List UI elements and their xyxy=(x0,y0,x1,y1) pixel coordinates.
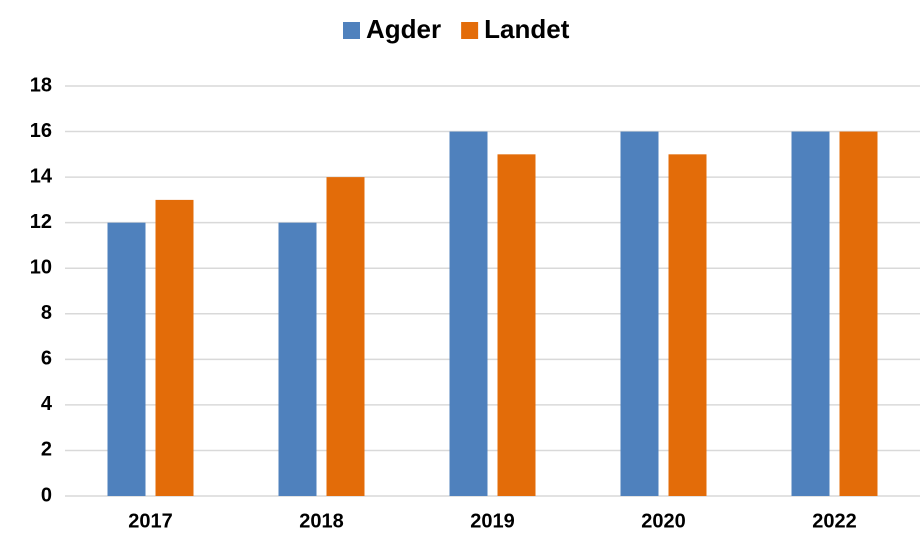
bar xyxy=(449,131,488,497)
bar xyxy=(497,154,536,497)
y-tick-label: 12 xyxy=(30,211,52,233)
y-tick-label: 6 xyxy=(41,348,52,370)
x-tick-label: 2020 xyxy=(641,510,686,532)
bar xyxy=(791,131,830,497)
bar xyxy=(326,177,365,496)
bar xyxy=(107,222,146,496)
y-tick-label: 0 xyxy=(41,484,52,506)
y-tick-label: 10 xyxy=(30,257,52,279)
y-tick-label: 18 xyxy=(30,74,52,96)
bar xyxy=(620,131,659,497)
legend-swatch xyxy=(461,22,479,39)
legend-label: Agder xyxy=(366,14,441,44)
x-tick-label: 2019 xyxy=(470,510,515,532)
x-tick-label: 2022 xyxy=(812,510,857,532)
bar xyxy=(155,199,194,496)
legend-swatch xyxy=(343,22,360,39)
y-tick-label: 16 xyxy=(30,120,52,142)
x-tick-label: 2017 xyxy=(128,510,173,532)
y-tick-label: 4 xyxy=(41,393,53,415)
bar xyxy=(839,131,878,497)
y-tick-label: 14 xyxy=(30,165,53,187)
x-tick-label: 2018 xyxy=(299,510,344,532)
bar xyxy=(278,222,317,496)
y-tick-label: 8 xyxy=(41,302,52,324)
bar xyxy=(668,154,707,497)
legend-label: Landet xyxy=(484,14,570,44)
y-tick-label: 2 xyxy=(41,439,52,461)
